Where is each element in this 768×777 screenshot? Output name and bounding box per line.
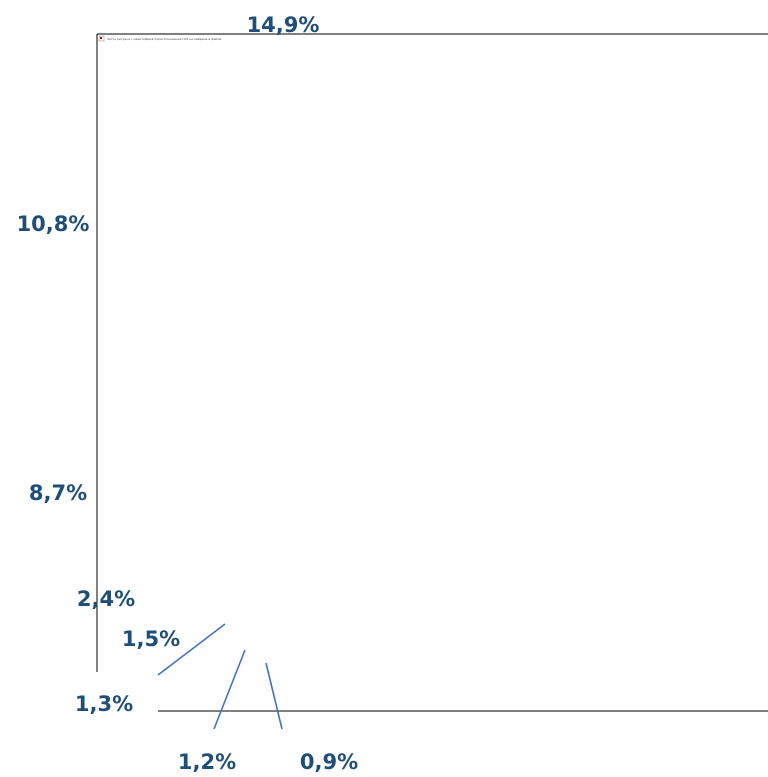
slice-data-label: 1,5% (122, 627, 180, 651)
slice-data-label: 1,3% (75, 692, 133, 716)
slice-data-label: 1,2% (178, 750, 236, 773)
slice-data-label: 2,4% (77, 587, 135, 611)
broken-image-icon (98, 35, 105, 42)
slice-data-label: 10,8% (17, 212, 90, 236)
leader-line-7 (265, 662, 283, 730)
leader-lines (157, 623, 283, 730)
broken-image-placeholder: Часть рисунка с идентификатором отношени… (96, 33, 768, 712)
slice-data-label: 14,9% (247, 13, 320, 37)
leader-line-6 (213, 649, 246, 730)
slice-data-label: 8,7% (29, 481, 87, 505)
slice-data-label: 0,9% (300, 750, 358, 773)
leader-line-4 (157, 623, 226, 676)
broken-image-alt-text: Часть рисунка с идентификатором отношени… (107, 37, 222, 41)
data-labels: 14,9% 10,8% 8,7% 2,4% 1,5% 1,3% 1,2% 0,9% (17, 13, 359, 774)
